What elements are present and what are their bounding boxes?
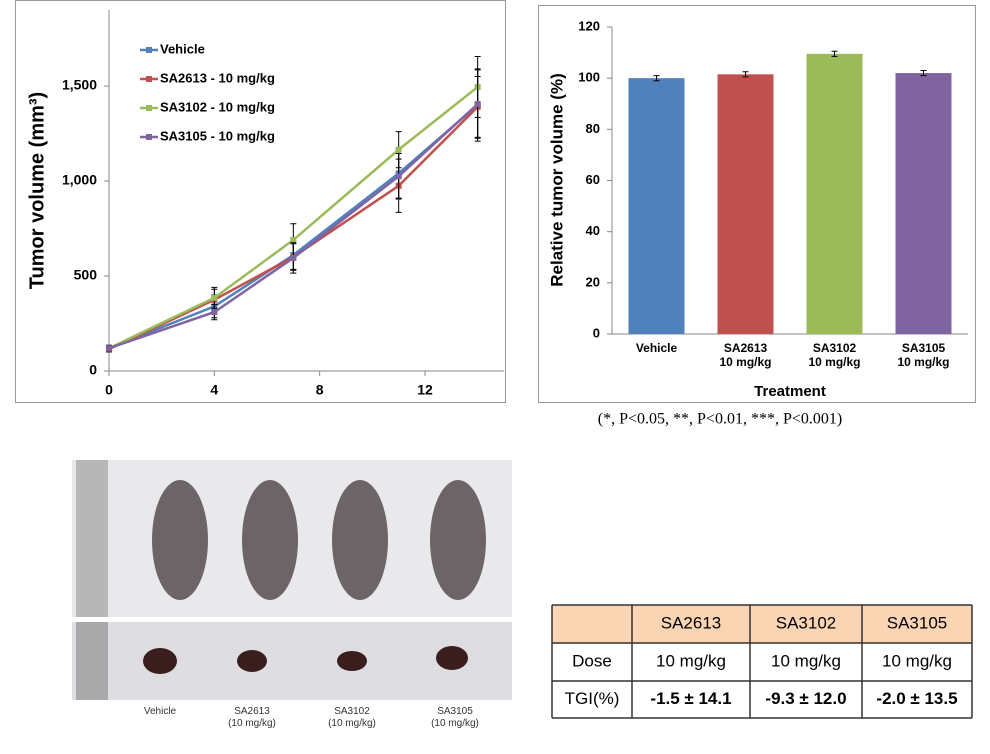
y-tick-label: 20 [586, 274, 600, 289]
point [106, 345, 112, 352]
x-tick-label: 0 [105, 382, 113, 398]
point [395, 146, 402, 153]
table-cell: TGI(%) [565, 689, 620, 708]
photo-label: SA3105 (10 mg/kg) [431, 706, 479, 729]
table-cell: 10 mg/kg [882, 651, 952, 670]
y-tick-label: 80 [586, 121, 600, 136]
table-header: SA2613 [661, 613, 722, 632]
point [395, 173, 402, 180]
error-bar [742, 71, 749, 78]
error-bar [831, 50, 838, 57]
x-tick-label: 8 [316, 382, 324, 398]
table-header-bg [552, 605, 972, 643]
y-tick-label: 500 [74, 267, 98, 283]
photo-label: SA3102 (10 mg/kg) [328, 706, 376, 729]
table-cell: Dose [572, 651, 612, 670]
x-tick-label: SA3105 10 mg/kg [897, 341, 949, 369]
x-tick-label: SA2613 10 mg/kg [719, 341, 771, 369]
table-cell: -2.0 ± 13.5 [876, 689, 957, 708]
y-tick-label: 100 [578, 70, 600, 85]
table-cell: 10 mg/kg [771, 651, 841, 670]
x-tick-label: 4 [210, 382, 218, 398]
bar [806, 53, 863, 335]
error-bar [920, 69, 927, 77]
photo-label: Vehicle [144, 706, 177, 717]
legend-marker [146, 105, 152, 111]
legend-marker [146, 134, 152, 140]
photo-label: SA2613 (10 mg/kg) [228, 706, 276, 729]
y-tick-label: 0 [89, 362, 97, 378]
point [290, 236, 297, 243]
y-tick-label: 1,500 [62, 77, 97, 93]
y-tick-label: 0 [593, 325, 600, 340]
point [211, 309, 218, 316]
y-tick-label: 120 [578, 18, 600, 33]
table-cell: 10 mg/kg [656, 651, 726, 670]
table-header: SA3105 [887, 613, 948, 632]
y-tick-label: 1,000 [62, 172, 97, 188]
point [474, 101, 481, 108]
point [211, 294, 218, 301]
legend-label: SA3105 - 10 mg/kg [160, 128, 275, 143]
table-cell: -9.3 ± 12.0 [765, 689, 846, 708]
chart-frame [15, 0, 506, 403]
table-cell: -1.5 ± 14.1 [650, 689, 731, 708]
error-bar [653, 75, 660, 82]
y-axis-label: Tumor volume (mm³) [26, 92, 48, 289]
legend-marker [146, 76, 152, 82]
bar [717, 74, 774, 335]
x-tick-label: SA3102 10 mg/kg [808, 341, 860, 369]
legend-marker [146, 47, 152, 53]
series-line [108, 85, 479, 350]
x-tick-label: Vehicle [636, 341, 678, 355]
point [290, 254, 297, 261]
legend-label: SA3102 - 10 mg/kg [160, 99, 275, 114]
legend-label: Vehicle [160, 41, 205, 56]
x-axis-label: Treatment [754, 383, 826, 400]
chart-frame [538, 5, 976, 403]
bar [895, 73, 952, 335]
y-tick-label: 40 [586, 223, 600, 238]
y-tick-label: 60 [586, 172, 600, 187]
photo [72, 460, 512, 700]
x-tick-label: 12 [417, 382, 433, 398]
note: (*, P<0.05, **, P<0.01, ***, P<0.001) [598, 411, 842, 428]
legend-label: SA2613 - 10 mg/kg [160, 70, 275, 85]
y-axis-label: Relative tumor volume (%) [547, 73, 566, 287]
bar [628, 78, 685, 335]
table-header: SA3102 [776, 613, 837, 632]
